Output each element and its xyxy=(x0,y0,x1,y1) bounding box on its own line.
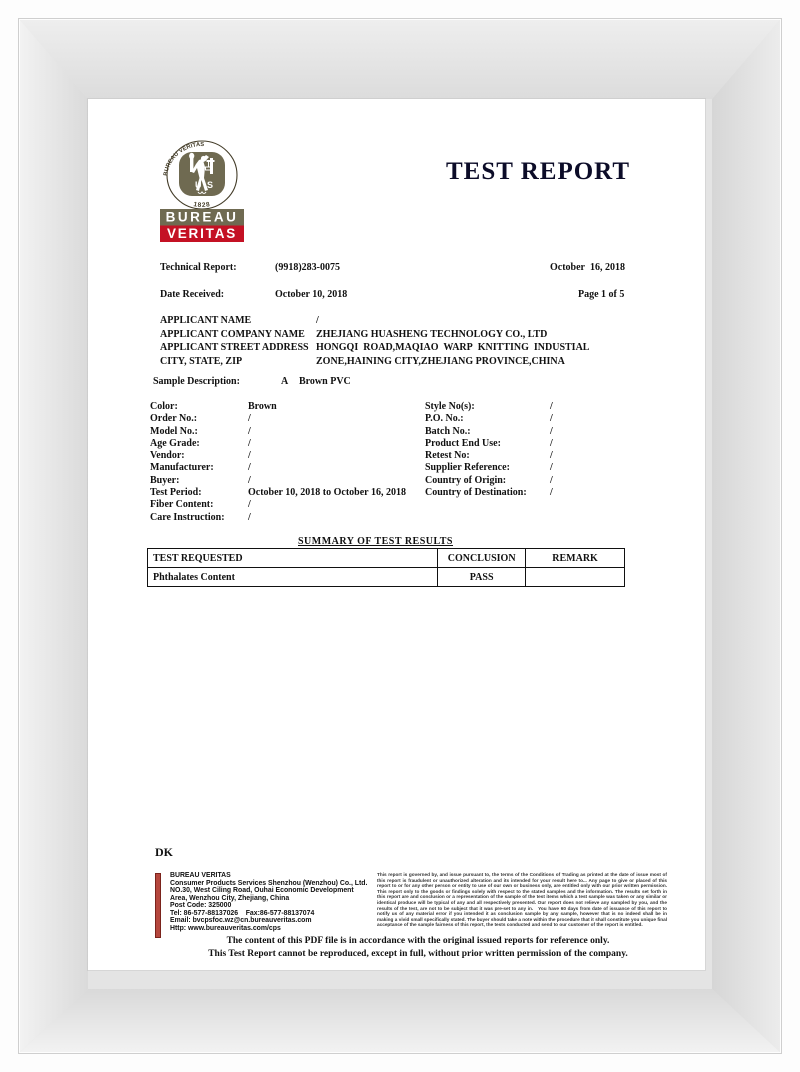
svg-text:U: U xyxy=(195,180,202,190)
svg-text:BUREAU: BUREAU xyxy=(166,209,239,224)
svg-text:VERITAS: VERITAS xyxy=(167,226,237,241)
svg-text:S: S xyxy=(207,180,213,190)
